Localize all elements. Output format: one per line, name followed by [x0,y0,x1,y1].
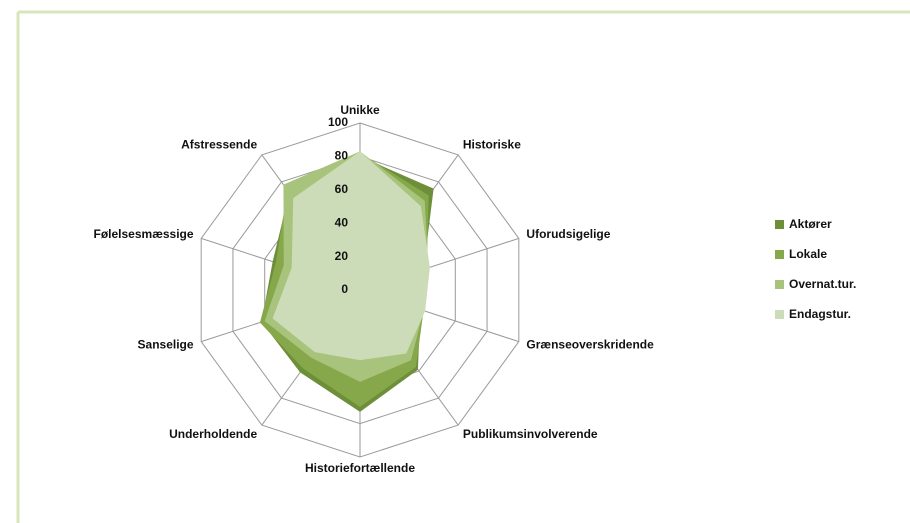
category-label: Unikke [340,103,380,117]
r-tick-label: 20 [335,249,349,263]
r-tick-label: 0 [341,282,348,296]
legend-label: Aktører [789,217,832,231]
category-label: Sanselige [138,337,194,351]
frame [16,10,910,523]
category-label: Historiske [463,137,521,151]
legend-swatch [775,280,784,289]
r-tick-label: 80 [335,149,349,163]
legend-swatch [775,250,784,259]
r-tick-label: 100 [328,115,348,129]
series-area [272,151,430,361]
legend-label: Overnat.tur. [789,277,856,291]
category-label: Underholdende [169,427,257,441]
category-label: Historiefortællende [305,461,415,475]
r-tick-label: 40 [335,215,349,229]
category-label: Publikumsinvolverende [463,427,598,441]
legend-swatch [775,310,784,319]
category-label: Grænseoverskridende [526,337,654,351]
category-label: Afstressende [181,137,257,151]
category-label: Følelsesmæssige [94,227,194,241]
legend-swatch [775,220,784,229]
category-label: Uforudsigelige [526,227,610,241]
r-tick-label: 60 [335,182,349,196]
legend-label: Endagstur. [789,307,851,321]
legend-label: Lokale [789,247,827,261]
